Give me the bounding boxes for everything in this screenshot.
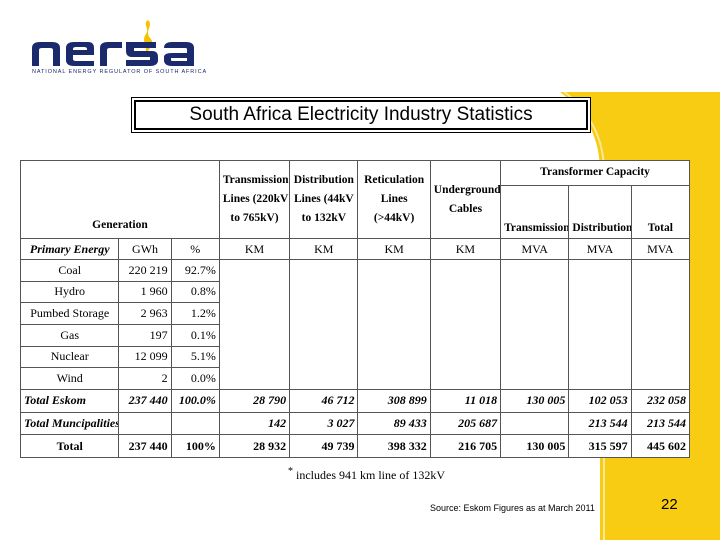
total-municipalities-cell: 205 687 xyxy=(429,411,502,436)
header-reticulation-lines: Reticulation Lines (>44kV) xyxy=(357,159,431,240)
total-eskom-cell: 28 790 xyxy=(218,388,291,413)
total-eskom-cell: 102 053 xyxy=(568,388,632,413)
total-cell: 445 602 xyxy=(630,434,691,458)
energy-pct: 5.1% xyxy=(170,345,220,369)
statistics-table: Generation Transmission Lines (220kV to … xyxy=(19,159,691,458)
unit-cell: GWh xyxy=(118,238,172,260)
energy-gwh: 1 960 xyxy=(118,280,172,304)
total-cell: 237 440 xyxy=(118,434,172,458)
table-row: Gas 197 0.1% xyxy=(19,323,690,347)
nersa-logo: NATIONAL ENERGY REGULATOR OF SOUTH AFRIC… xyxy=(26,14,216,80)
energy-label: Nuclear xyxy=(19,345,120,369)
unit-cell: MVA xyxy=(500,238,570,260)
energy-pct: 0.8% xyxy=(170,280,220,304)
footnote-text: includes 941 km line of 132kV xyxy=(296,468,445,482)
table-row: Wind 2 0.0% xyxy=(19,367,690,390)
slide-title: South Africa Electricity Industry Statis… xyxy=(134,100,588,130)
header-transformer-capacity: Transformer Capacity xyxy=(500,160,690,186)
total-cell: 216 705 xyxy=(429,434,502,458)
empty-cell xyxy=(630,259,691,390)
empty-cell xyxy=(568,259,632,390)
logo-tagline: NATIONAL ENERGY REGULATOR OF SOUTH AFRIC… xyxy=(32,69,208,75)
energy-gwh: 2 xyxy=(118,367,172,390)
total-cell: 28 932 xyxy=(218,434,291,458)
source-note: Source: Eskom Figures as at March 2011 xyxy=(430,503,595,513)
total-cell: 100% xyxy=(170,434,220,458)
total-municipalities-row: Total Muncipalities 142 3 027 89 433 205… xyxy=(19,411,691,436)
total-municipalities-cell: 142 xyxy=(218,411,291,436)
unit-cell: KM xyxy=(429,238,502,260)
energy-pct: 0.1% xyxy=(170,323,220,347)
table-row: Nuclear 12 099 5.1% xyxy=(19,345,690,369)
header-transmission-lines: Transmission Lines (220kV to 765kV) xyxy=(218,159,291,240)
unit-cell: KM xyxy=(289,238,359,260)
header-transformer-distribution: Distribution xyxy=(568,184,632,240)
total-cell: 398 332 xyxy=(357,434,431,458)
energy-gwh: 2 963 xyxy=(118,302,172,325)
total-eskom-cell: 130 005 xyxy=(500,388,570,413)
page-number: 22 xyxy=(661,496,678,513)
unit-cell: KM xyxy=(357,238,431,260)
total-eskom-cell: 100.0% xyxy=(170,388,220,413)
slide-title-box: South Africa Electricity Industry Statis… xyxy=(131,97,591,133)
total-municipalities-cell: 213 544 xyxy=(568,411,632,436)
total-municipalities-cell xyxy=(500,411,570,436)
total-municipalities-cell xyxy=(118,411,172,436)
total-municipalities-label: Total Muncipalities xyxy=(19,411,120,436)
energy-gwh: 197 xyxy=(118,323,172,347)
total-cell: 130 005 xyxy=(500,434,570,458)
total-municipalities-cell xyxy=(170,411,220,436)
energy-gwh: 12 099 xyxy=(118,345,172,369)
total-eskom-cell: 46 712 xyxy=(289,388,359,413)
total-eskom-cell: 308 899 xyxy=(357,388,431,413)
energy-label: Pumbed Storage xyxy=(19,302,120,325)
total-row: Total 237 440 100% 28 932 49 739 398 332… xyxy=(19,434,691,458)
total-eskom-cell: 237 440 xyxy=(118,388,172,413)
energy-label: Gas xyxy=(19,323,120,347)
nersa-logo-mark xyxy=(32,20,194,66)
total-label: Total xyxy=(19,434,120,458)
empty-cell xyxy=(500,259,570,390)
unit-cell: MVA xyxy=(630,238,691,260)
unit-cell: % xyxy=(170,238,220,260)
energy-pct: 0.0% xyxy=(170,367,220,390)
header-distribution-lines: Distribution Lines (44kV to 132kV xyxy=(289,159,359,240)
total-cell: 49 739 xyxy=(289,434,359,458)
units-row: Primary Energy GWh % KM KM KM KM MVA MVA… xyxy=(19,238,691,260)
empty-cell xyxy=(289,259,359,390)
total-eskom-cell: 232 058 xyxy=(630,388,691,413)
unit-cell: Primary Energy xyxy=(19,238,120,260)
header-underground-cables: Underground Cables xyxy=(429,159,502,240)
energy-label: Coal xyxy=(19,259,120,282)
footnote: * includes 941 km line of 132kV xyxy=(288,466,445,482)
header-transformer-transmission: Transmission xyxy=(500,184,570,240)
empty-cell xyxy=(429,259,502,390)
unit-cell: KM xyxy=(218,238,291,260)
total-municipalities-cell: 213 544 xyxy=(630,411,691,436)
empty-cell xyxy=(218,259,291,390)
header-generation: Generation xyxy=(20,159,220,240)
total-eskom-cell: 11 018 xyxy=(429,388,502,413)
unit-cell: MVA xyxy=(568,238,632,260)
total-cell: 315 597 xyxy=(568,434,632,458)
empty-cell xyxy=(357,259,431,390)
energy-pct: 92.7% xyxy=(170,259,220,282)
total-eskom-row: Total Eskom 237 440 100.0% 28 790 46 712… xyxy=(19,388,691,413)
total-eskom-label: Total Eskom xyxy=(19,388,120,413)
energy-label: Wind xyxy=(19,367,120,390)
total-municipalities-cell: 89 433 xyxy=(357,411,431,436)
table-row: Coal 220 219 92.7% xyxy=(19,259,691,390)
table-row: Pumbed Storage 2 963 1.2% xyxy=(19,302,690,325)
energy-label: Hydro xyxy=(19,280,120,304)
total-municipalities-cell: 3 027 xyxy=(289,411,359,436)
header-transformer-total: Total xyxy=(630,184,691,240)
energy-pct: 1.2% xyxy=(170,302,220,325)
energy-gwh: 220 219 xyxy=(118,259,172,282)
